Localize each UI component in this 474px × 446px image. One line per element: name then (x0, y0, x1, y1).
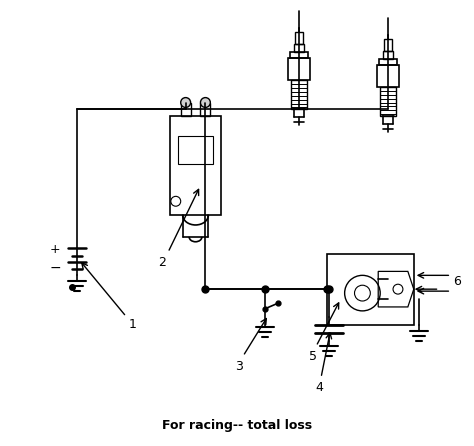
Bar (294, 44, 304, 52)
Bar (380, 87, 396, 116)
Bar (384, 39, 392, 51)
Text: −: − (49, 260, 61, 274)
Bar (377, 65, 399, 87)
Bar (292, 80, 307, 109)
Text: 2: 2 (158, 256, 166, 269)
Text: 4: 4 (315, 381, 323, 394)
Bar (291, 52, 308, 58)
Text: +: + (50, 243, 61, 256)
Text: 5: 5 (309, 350, 317, 363)
Circle shape (181, 98, 191, 107)
Bar (201, 103, 210, 116)
Bar (383, 51, 393, 59)
Text: 1: 1 (128, 318, 136, 331)
Bar (379, 59, 397, 65)
Bar (288, 58, 310, 80)
Bar (170, 116, 221, 215)
Text: For racing-- total loss: For racing-- total loss (162, 419, 312, 432)
Bar (295, 33, 303, 44)
Text: 6: 6 (453, 275, 461, 288)
Text: 3: 3 (235, 359, 243, 373)
Bar (327, 254, 414, 325)
Bar (181, 103, 191, 116)
Circle shape (201, 98, 210, 107)
Bar (178, 136, 213, 164)
